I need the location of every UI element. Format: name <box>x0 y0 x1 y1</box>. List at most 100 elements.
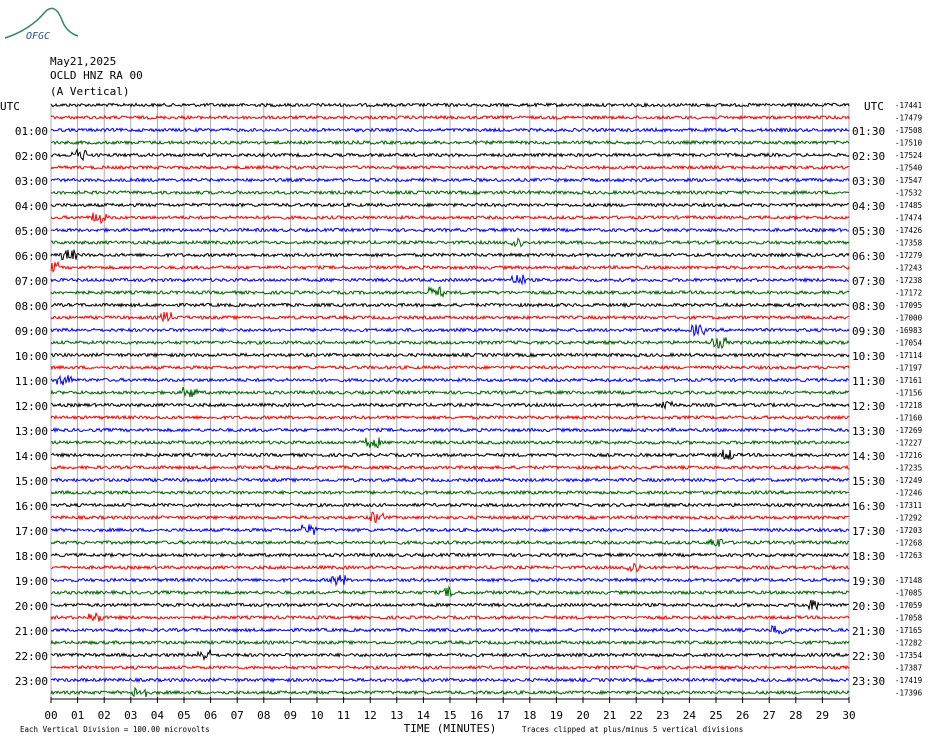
trace <box>50 624 850 636</box>
left-time-label: 08:00 <box>15 300 48 313</box>
row-value: -17172 <box>895 289 922 298</box>
x-tick-label: 20 <box>576 709 589 722</box>
trace <box>50 400 850 411</box>
row-value: -16983 <box>895 326 922 335</box>
trace <box>50 237 850 248</box>
trace <box>50 511 850 524</box>
trace <box>50 126 850 134</box>
x-axis-title: TIME (MINUTES) <box>404 722 497 735</box>
x-tick-label: 21 <box>603 709 616 722</box>
trace <box>50 312 850 323</box>
row-value: -17269 <box>895 426 922 435</box>
trace <box>50 374 850 386</box>
left-time-label: 03:00 <box>15 175 48 188</box>
row-value: -17058 <box>895 614 923 623</box>
trace <box>50 285 850 299</box>
trace <box>50 664 850 671</box>
x-tick-label: 02 <box>98 709 111 722</box>
right-time-label: 07:30 <box>852 275 885 288</box>
x-tick-label: 19 <box>550 709 563 722</box>
trace <box>50 139 850 146</box>
row-value: -17249 <box>895 476 922 485</box>
right-time-label: 20:30 <box>852 600 885 613</box>
x-tick-label: 10 <box>310 709 323 722</box>
left-time-label: 13:00 <box>15 425 48 438</box>
footer-left: Each Vertical Division = 100.00 microvol… <box>20 725 210 734</box>
row-value: -17227 <box>895 439 922 448</box>
trace <box>50 226 849 233</box>
row-value: -17311 <box>895 501 922 510</box>
left-time-label: 05:00 <box>15 225 48 238</box>
left-time-label: 16:00 <box>15 500 48 513</box>
trace <box>51 551 850 559</box>
row-value: -17160 <box>895 414 923 423</box>
x-tick-label: 26 <box>736 709 749 722</box>
logo-text: OFGC <box>26 31 50 42</box>
left-time-label: 22:00 <box>15 650 48 663</box>
right-time-label: 21:30 <box>852 625 885 638</box>
row-value: -17426 <box>895 226 923 235</box>
x-tick-label: 17 <box>497 709 510 722</box>
left-time-label: 11:00 <box>15 375 48 388</box>
row-value: -17197 <box>895 364 922 373</box>
row-value: -17095 <box>895 301 922 310</box>
x-tick-label: 05 <box>177 709 190 722</box>
row-value: -17216 <box>895 451 923 460</box>
right-time-label: 13:30 <box>852 425 885 438</box>
x-tick-label: 13 <box>390 709 403 722</box>
row-value: -17474 <box>895 214 923 223</box>
trace <box>50 574 850 587</box>
left-time-label: 09:00 <box>15 325 48 338</box>
right-time-label: 05:30 <box>852 225 885 238</box>
x-tick-label: 16 <box>470 709 483 722</box>
left-time-label: 15:00 <box>15 475 48 488</box>
left-time-label: 06:00 <box>15 250 48 263</box>
row-value: -17238 <box>895 276 923 285</box>
right-time-label: 11:30 <box>852 375 885 388</box>
trace <box>50 562 849 573</box>
left-time-label: 07:00 <box>15 275 48 288</box>
row-value: -17243 <box>895 264 922 273</box>
row-value: -17282 <box>895 639 922 648</box>
trace <box>50 336 850 350</box>
x-tick-label: 07 <box>231 709 244 722</box>
left-time-label: 02:00 <box>15 150 48 163</box>
row-value: -17547 <box>895 176 922 185</box>
x-tick-label: 06 <box>204 709 217 722</box>
x-tick-label: 01 <box>71 709 84 722</box>
trace <box>50 676 850 684</box>
row-value: -17441 <box>895 101 922 110</box>
x-tick-label: 15 <box>443 709 456 722</box>
x-tick-label: 09 <box>284 709 297 722</box>
x-tick-label: 28 <box>789 709 802 722</box>
left-time-label: 19:00 <box>15 575 48 588</box>
trace <box>50 523 850 535</box>
row-value: -17532 <box>895 189 922 198</box>
trace <box>51 301 850 309</box>
trace <box>50 249 850 261</box>
right-time-label: 15:30 <box>852 475 885 488</box>
row-value: -17508 <box>895 126 923 135</box>
row-value: -17358 <box>895 239 923 248</box>
left-time-label: UTC <box>0 100 20 113</box>
footer-right: Traces clipped at plus/minus 5 vertical … <box>522 725 743 734</box>
x-tick-label: 03 <box>124 709 137 722</box>
row-value: -17292 <box>895 514 922 523</box>
row-value: -17540 <box>895 164 923 173</box>
left-time-label: 20:00 <box>15 600 48 613</box>
trace <box>50 476 850 484</box>
row-value: -17161 <box>895 376 922 385</box>
x-tick-label: 30 <box>842 709 855 722</box>
right-time-label: 06:30 <box>852 250 885 263</box>
right-time-label: 02:30 <box>852 150 885 163</box>
trace <box>50 386 850 398</box>
trace <box>50 201 850 209</box>
left-time-label: 10:00 <box>15 350 48 363</box>
row-value: -17114 <box>895 351 923 360</box>
trace <box>50 364 850 371</box>
right-time-label: 09:30 <box>852 325 885 338</box>
right-time-label: 03:30 <box>852 175 885 188</box>
x-tick-label: 29 <box>816 709 829 722</box>
row-value: -17485 <box>895 201 922 210</box>
x-tick-label: 18 <box>523 709 536 722</box>
